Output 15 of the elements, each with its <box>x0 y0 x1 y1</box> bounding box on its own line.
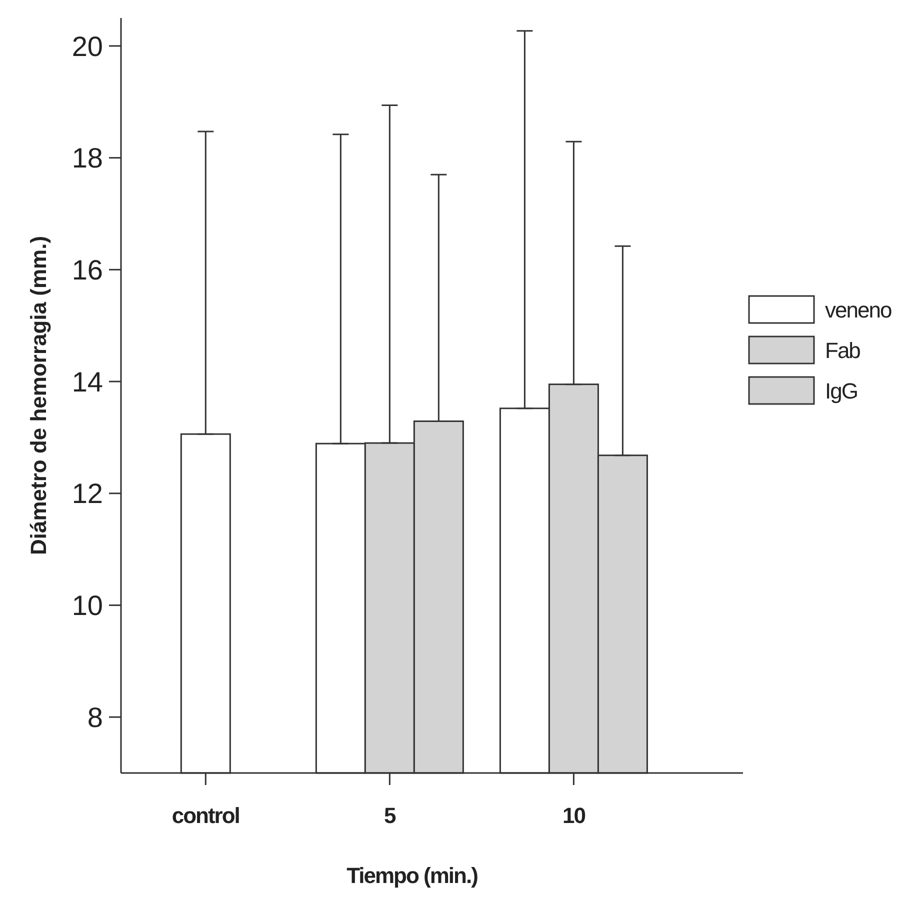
y-tick-label: 18 <box>72 142 103 174</box>
y-tick-label: 10 <box>72 590 103 622</box>
y-tick-label: 20 <box>72 30 103 62</box>
legend-label: veneno <box>825 298 892 323</box>
x-tick-label: 10 <box>562 803 586 828</box>
legend-label: Fab <box>825 338 861 364</box>
legend-label: IgG <box>825 378 858 404</box>
x-tick-label: 5 <box>384 803 396 828</box>
y-tick-label: 14 <box>72 366 103 398</box>
y-tick-label: 8 <box>87 702 103 733</box>
y-tick-label: 16 <box>72 254 103 286</box>
y-axis-title: Diámetro de hemorragia (mm.) <box>26 236 51 556</box>
y-tick-label: 12 <box>72 478 103 510</box>
x-axis-title: Tiempo (min.) <box>346 863 478 888</box>
x-tick-label: control <box>172 803 240 828</box>
